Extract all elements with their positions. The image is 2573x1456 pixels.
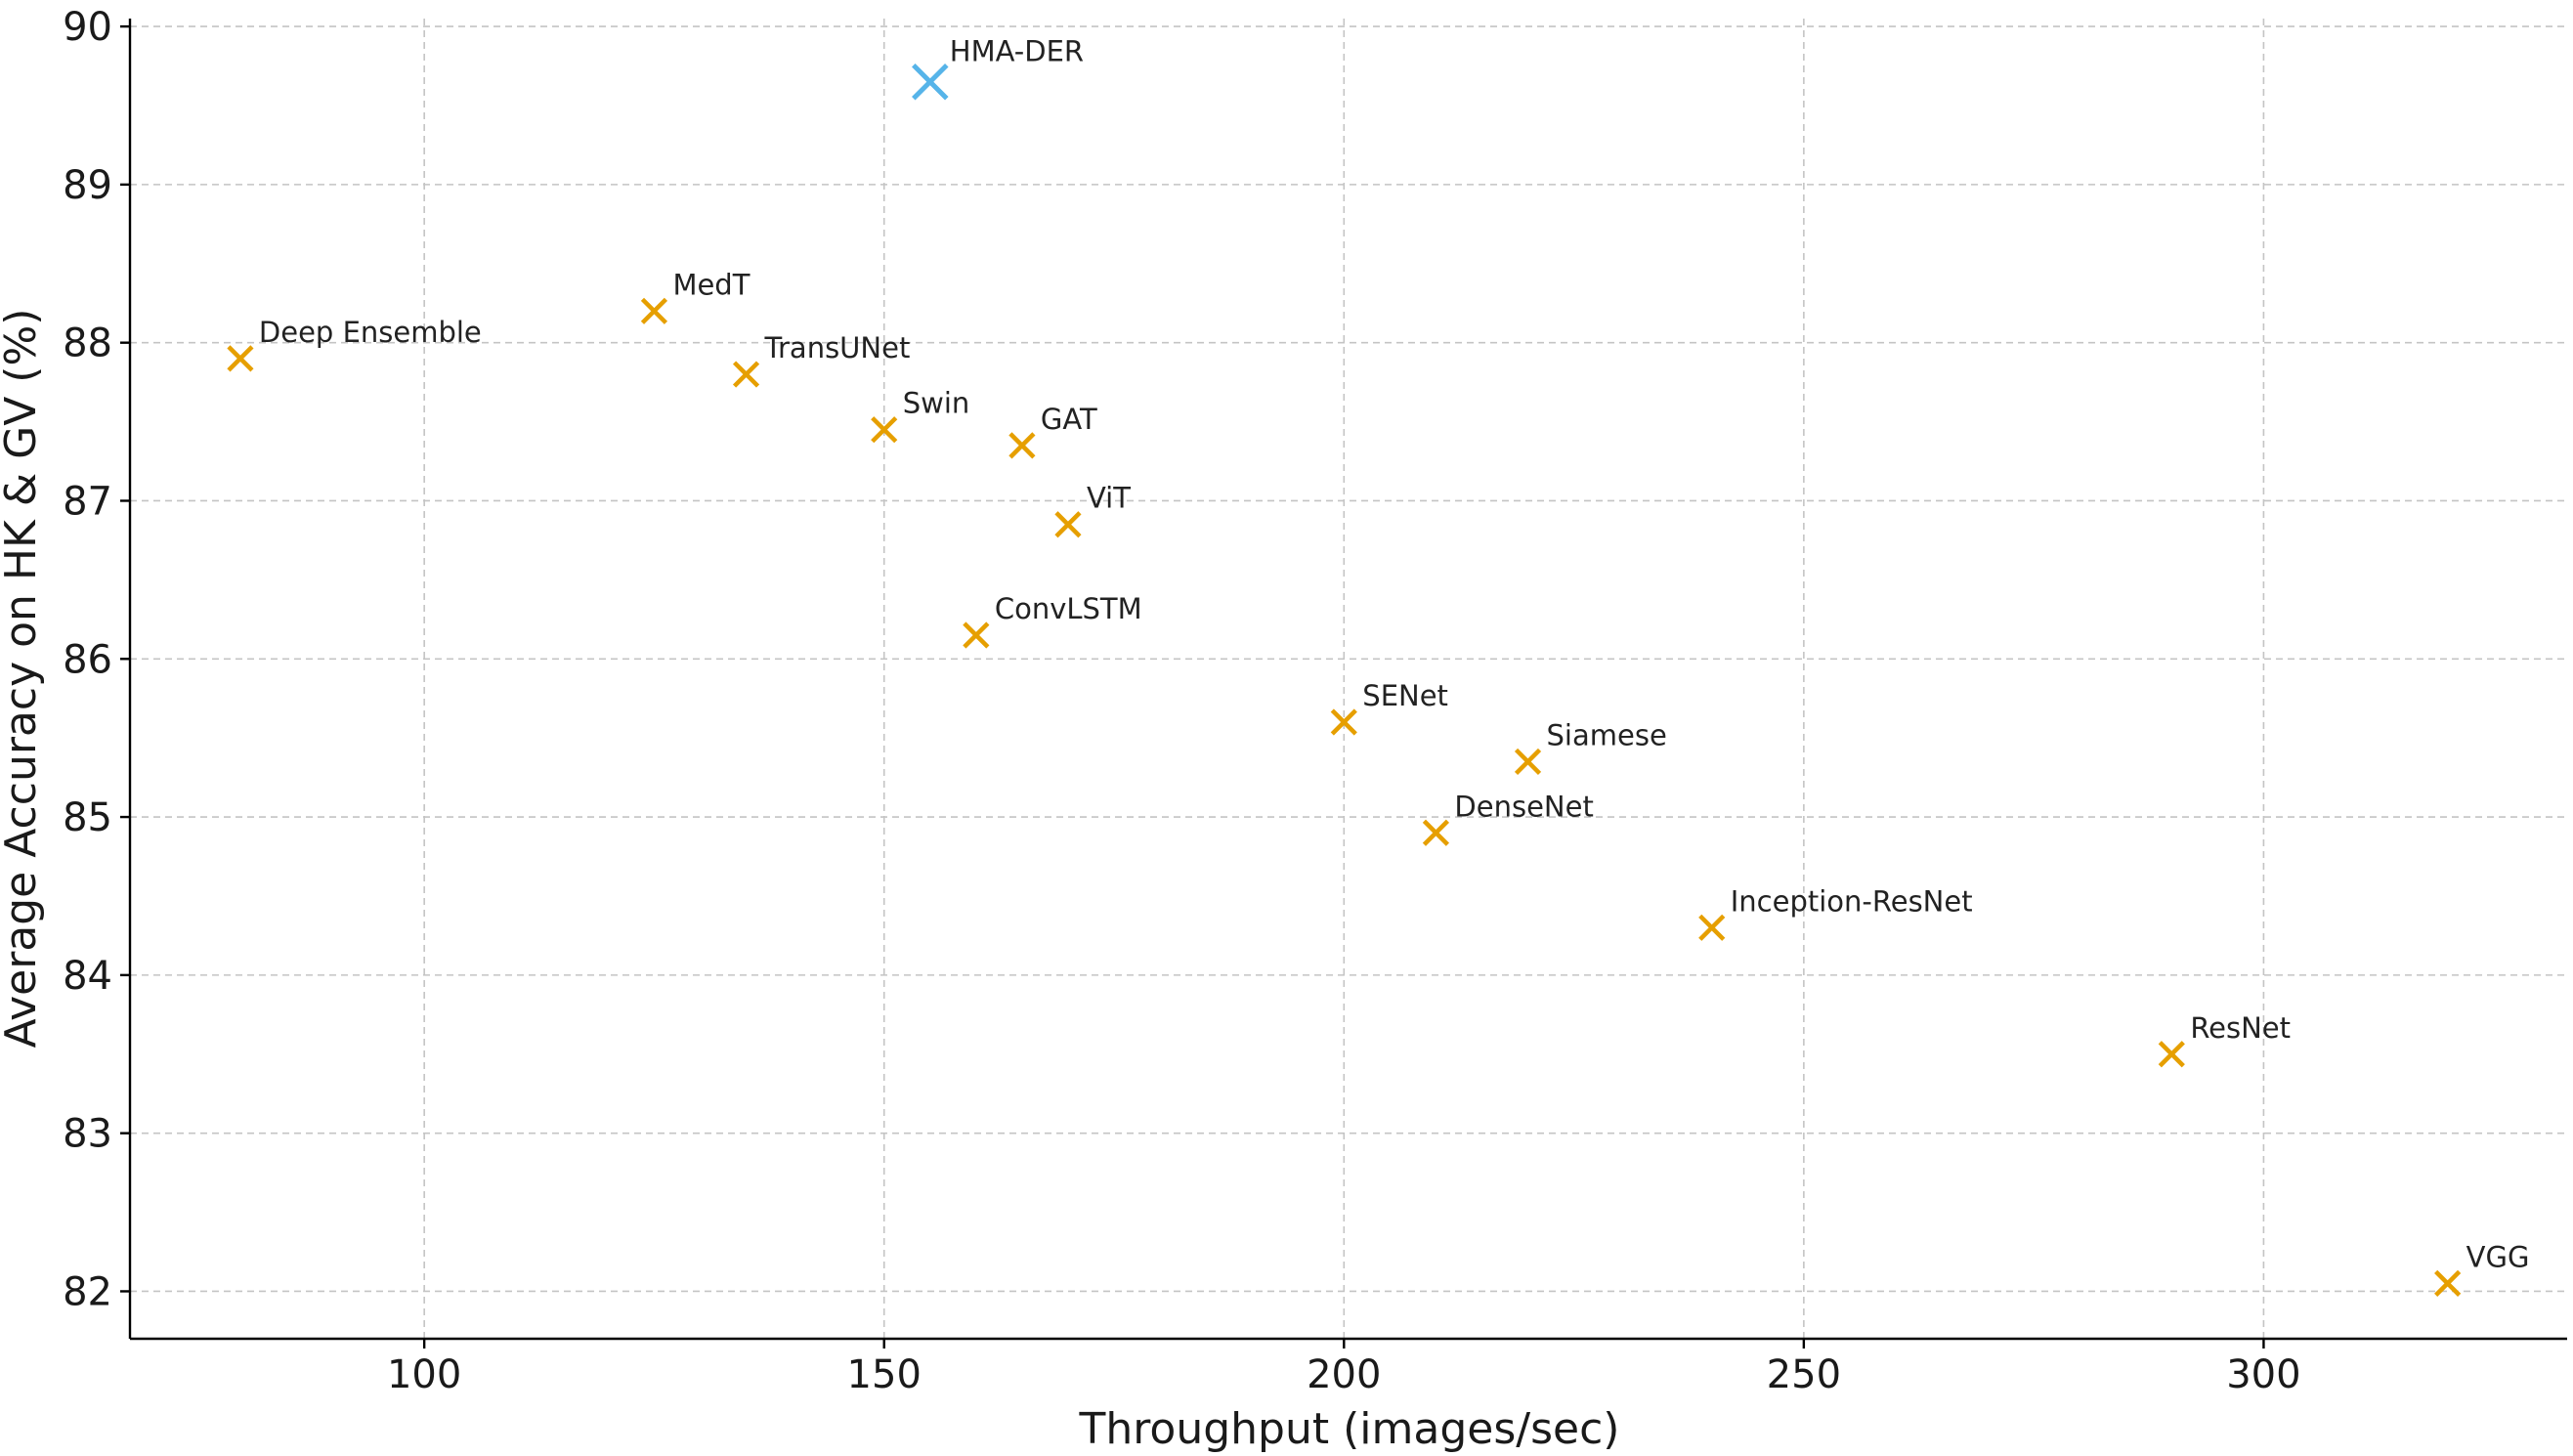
point-transunet [732,361,760,388]
point-densenet [1422,819,1449,846]
point-senet [1330,708,1357,736]
data-points [227,63,2462,1297]
point-hma-der [912,63,949,101]
point-label-convlstm: ConvLSTM [995,592,1142,625]
x-tick-label-100: 100 [387,1352,461,1397]
point-medt [640,297,668,324]
point-label-resnet: ResNet [2190,1011,2291,1045]
point-label-inception-resnet: Inception-ResNet [1731,884,1973,918]
point-label-senet: SENet [1362,679,1448,712]
axes [128,19,2567,1341]
x-tick-label-300: 300 [2226,1352,2300,1397]
point-convlstm [963,621,990,649]
point-vit [1054,511,1082,538]
x-tick-label-200: 200 [1307,1352,1381,1397]
y-axis-title: Average Accuracy on HK & GV (%) [0,309,46,1049]
y-tick-label-82: 82 [63,1269,112,1314]
point-deep-ensemble [227,345,254,372]
point-label-gat: GAT [1041,403,1097,436]
data-labels: HMA-DER Deep Ensemble MedT TransUNet Swin GAT… [259,35,2530,1274]
point-label-siamese: Siamese [1547,718,1667,751]
x-tick-label-150: 150 [847,1352,922,1397]
y-tick-label-83: 83 [63,1112,112,1157]
ticks: 100 150 200 250 300 82 83 84 85 86 87 88 89 90 [63,5,2301,1397]
point-label-hma-der: HMA-DER [950,35,1084,68]
y-tick-label-84: 84 [63,954,112,999]
point-label-vit: ViT [1087,482,1131,515]
point-label-medt: MedT [672,268,750,301]
point-label-deep-ensemble: Deep Ensemble [259,316,482,349]
point-label-densenet: DenseNet [1454,790,1593,823]
y-tick-label-90: 90 [63,5,112,50]
y-tick-label-89: 89 [63,163,112,208]
y-tick-label-85: 85 [63,795,112,840]
grid [130,19,2567,1339]
point-label-swin: Swin [903,387,970,420]
y-tick-label-87: 87 [63,479,112,524]
point-label-transunet: TransUNet [764,331,911,364]
y-tick-label-86: 86 [63,637,112,682]
point-swin [871,416,898,444]
x-tick-label-250: 250 [1767,1352,1841,1397]
x-axis-title: Throughput (images/sec) [1079,1404,1620,1454]
point-inception-resnet [1698,914,1726,941]
point-siamese [1514,748,1542,776]
point-gat [1008,432,1036,459]
point-resnet [2158,1041,2185,1068]
point-vgg [2434,1269,2462,1297]
y-tick-label-88: 88 [63,321,112,366]
point-label-vgg: VGG [2466,1240,2530,1273]
